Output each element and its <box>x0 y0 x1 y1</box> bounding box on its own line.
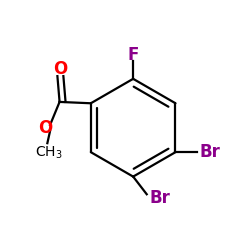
Text: CH$_3$: CH$_3$ <box>35 145 62 161</box>
Text: O: O <box>38 119 52 137</box>
Text: Br: Br <box>200 143 221 161</box>
Text: O: O <box>53 60 68 78</box>
Text: Br: Br <box>150 189 170 207</box>
Text: F: F <box>128 46 139 64</box>
